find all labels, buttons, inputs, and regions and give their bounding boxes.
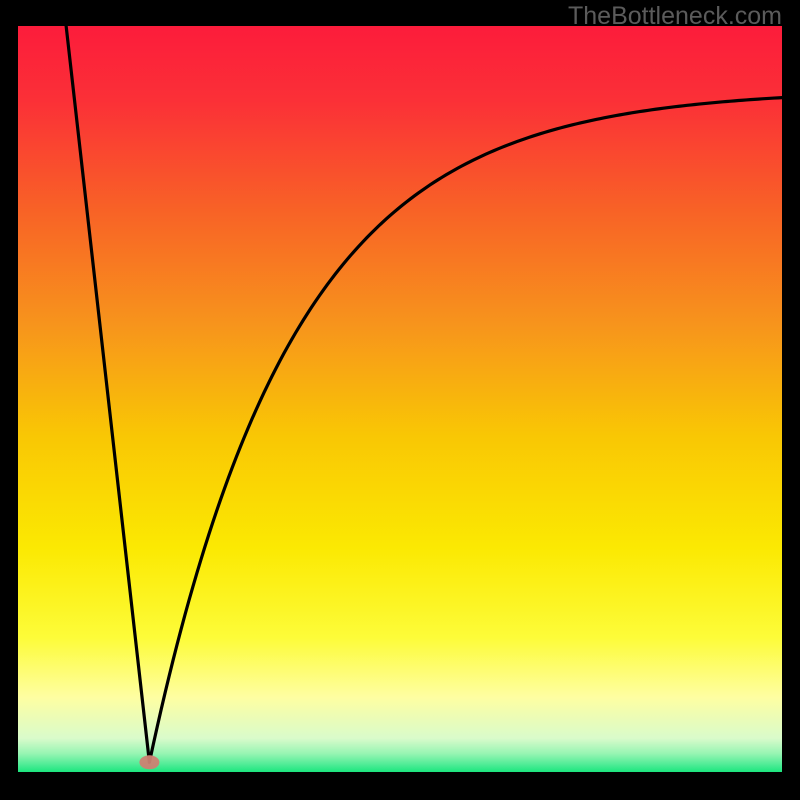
dip-marker (139, 755, 159, 769)
watermark-text: TheBottleneck.com (568, 2, 782, 31)
bottleneck-chart (0, 0, 800, 800)
plot-background (18, 26, 782, 772)
